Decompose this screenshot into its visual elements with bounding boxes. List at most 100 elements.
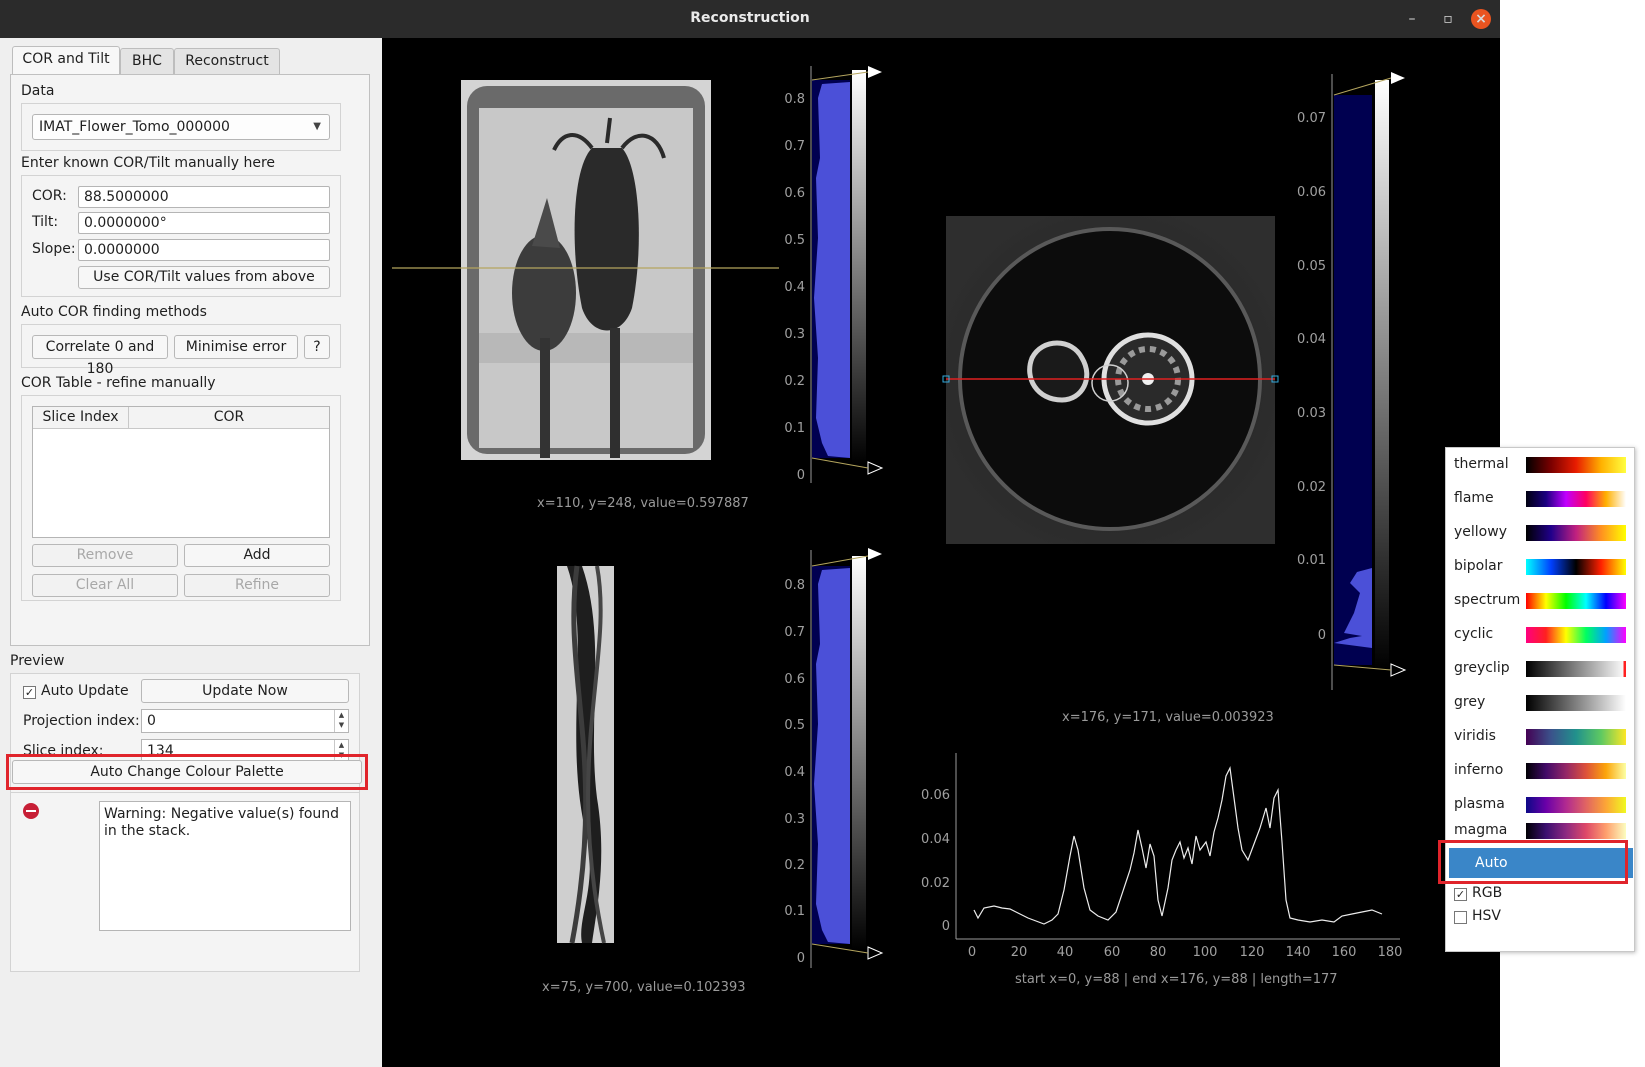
reconstruction-histogram[interactable] xyxy=(1331,72,1407,690)
proj-tick-0.1: 0.1 xyxy=(784,421,805,436)
refine-button[interactable]: Refine xyxy=(184,574,330,597)
profile-xtick-0: 0 xyxy=(967,945,977,960)
sino-tick-0: 0 xyxy=(796,951,805,966)
proj-tick-0.8: 0.8 xyxy=(784,92,805,107)
profile-ytick-0: 0 xyxy=(941,919,950,934)
recon-tick-0.07: 0.07 xyxy=(1297,111,1326,126)
cmap-item-grey[interactable]: grey xyxy=(1446,686,1636,720)
cmap-item-magma[interactable]: magma xyxy=(1446,814,1636,846)
auto-change-colour-palette-button[interactable]: Auto Change Colour Palette xyxy=(12,760,362,784)
auto-update-checkbox[interactable]: ✓ xyxy=(23,686,36,699)
sino-tick-0.4: 0.4 xyxy=(784,765,805,780)
help-button[interactable]: ? xyxy=(304,335,330,359)
recon-tick-0.02: 0.02 xyxy=(1297,480,1326,495)
cmap-gradient xyxy=(1526,729,1626,745)
data-frame: IMAT_Flower_Tomo_000000 ▼ xyxy=(21,103,341,151)
projection-index-spinbox[interactable]: 0 ▲ ▼ xyxy=(141,709,349,733)
cor-input[interactable]: 88.5000000 xyxy=(78,186,330,208)
image-viewer-area: 0.8 0.7 0.6 0.5 0.4 0.3 0.2 0.1 0 x=110,… xyxy=(382,38,1500,1067)
add-button[interactable]: Add xyxy=(184,544,330,567)
profile-end-handle[interactable] xyxy=(1271,375,1279,383)
line-profile-readout: start x=0, y=88 | end x=176, y=88 | leng… xyxy=(1015,972,1338,987)
col-slice-index[interactable]: Slice Index xyxy=(33,407,129,429)
cmap-gradient xyxy=(1526,593,1626,609)
cmap-item-cyclic[interactable]: cyclic xyxy=(1446,618,1636,652)
data-group-label: Data xyxy=(21,83,55,99)
hsv-checkbox[interactable] xyxy=(1454,911,1467,924)
cmap-item-greyclip[interactable]: greyclip xyxy=(1446,652,1636,686)
profile-ytick-0.02: 0.02 xyxy=(921,876,950,891)
projection-histogram[interactable] xyxy=(810,66,884,483)
rgb-checkbox[interactable]: ✓ xyxy=(1454,888,1467,901)
cmap-item-inferno[interactable]: inferno xyxy=(1446,754,1636,788)
profile-xtick-60: 60 xyxy=(1103,945,1121,960)
cmap-label: magma xyxy=(1454,822,1508,838)
recon-tick-0: 0 xyxy=(1317,628,1326,643)
maximize-icon[interactable]: ▫ xyxy=(1443,11,1453,27)
window-title: Reconstruction xyxy=(690,10,810,26)
cmap-label: yellowy xyxy=(1454,524,1507,540)
cmap-item-auto[interactable]: Auto xyxy=(1449,848,1633,878)
remove-button[interactable]: Remove xyxy=(32,544,178,567)
col-cor[interactable]: COR xyxy=(129,407,329,429)
slope-input[interactable]: 0.0000000 xyxy=(78,239,330,261)
auto-highlight-box xyxy=(1438,840,1628,884)
cmap-gradient xyxy=(1526,525,1626,541)
cmap-label: grey xyxy=(1454,694,1486,710)
projection-index-label: Projection index: xyxy=(23,713,140,729)
cmap-gradient xyxy=(1526,457,1626,473)
title-bar: Reconstruction – ▫ × xyxy=(0,0,1500,38)
proj-tick-0.6: 0.6 xyxy=(784,186,805,201)
clear-all-button[interactable]: Clear All xyxy=(32,574,178,597)
cmap-gradient xyxy=(1526,695,1626,711)
reconstruction-image[interactable] xyxy=(946,216,1275,544)
sino-tick-0.6: 0.6 xyxy=(784,672,805,687)
sinogram-readout: x=75, y=700, value=0.102393 xyxy=(542,980,746,995)
cmap-item-bipolar[interactable]: bipolar xyxy=(1446,550,1636,584)
tab-reconstruct[interactable]: Reconstruct xyxy=(174,48,280,74)
cor-table[interactable]: Slice Index COR xyxy=(32,406,330,538)
cmap-item-spectrum[interactable]: spectrum xyxy=(1446,584,1636,618)
auto-cor-frame: Correlate 0 and 180 Minimise error ? xyxy=(21,324,341,377)
line-profile-plot[interactable] xyxy=(955,753,1400,940)
recon-tick-0.03: 0.03 xyxy=(1297,406,1326,421)
projection-image[interactable] xyxy=(461,80,711,460)
profile-xtick-160: 160 xyxy=(1331,945,1357,960)
cmap-item-viridis[interactable]: viridis xyxy=(1446,720,1636,754)
cmap-item-thermal[interactable]: thermal xyxy=(1446,448,1636,482)
use-cor-tilt-button[interactable]: Use COR/Tilt values from above xyxy=(78,266,330,289)
proj-tick-0: 0 xyxy=(796,468,805,483)
cmap-gradient xyxy=(1526,627,1626,643)
cmap-item-plasma[interactable]: plasma xyxy=(1446,788,1636,822)
preview-label: Preview xyxy=(10,653,65,669)
close-icon[interactable]: × xyxy=(1471,9,1491,29)
cmap-item-flame[interactable]: flame xyxy=(1446,482,1636,516)
profile-xtick-20: 20 xyxy=(1010,945,1028,960)
warning-textarea[interactable]: Warning: Negative value(s) found in the … xyxy=(99,801,351,931)
spin-arrows-icon[interactable]: ▲ ▼ xyxy=(334,710,348,732)
tab-cor-and-tilt[interactable]: COR and Tilt xyxy=(12,46,120,74)
sinogram-image[interactable] xyxy=(557,565,614,944)
correlate-button[interactable]: Correlate 0 and 180 xyxy=(32,335,168,377)
minimize-icon[interactable]: – xyxy=(1408,11,1416,27)
main-window: Reconstruction – ▫ × COR and Tilt BHC Re… xyxy=(0,0,1500,1067)
cmap-item-yellowy[interactable]: yellowy xyxy=(1446,516,1636,550)
profile-start-handle[interactable] xyxy=(942,375,950,383)
tilt-input[interactable]: 0.0000000° xyxy=(78,212,330,234)
sinogram-histogram[interactable] xyxy=(810,548,884,968)
profile-xtick-140: 140 xyxy=(1285,945,1311,960)
minimise-error-button[interactable]: Minimise error xyxy=(174,335,298,359)
cmap-gradient xyxy=(1526,559,1626,575)
dataset-select[interactable]: IMAT_Flower_Tomo_000000 ▼ xyxy=(32,114,330,140)
tab-bhc[interactable]: BHC xyxy=(120,48,174,74)
highlight-box xyxy=(6,754,368,790)
profile-ytick-0.06: 0.06 xyxy=(921,788,950,803)
update-now-button[interactable]: Update Now xyxy=(141,679,349,703)
cor-tilt-pane: Data IMAT_Flower_Tomo_000000 ▼ Enter kno… xyxy=(10,74,370,646)
cmap-label: plasma xyxy=(1454,796,1505,812)
cmap-label: spectrum xyxy=(1454,592,1521,608)
recon-tick-0.01: 0.01 xyxy=(1297,553,1326,568)
cmap-label: cyclic xyxy=(1454,626,1494,642)
cmap-gradient xyxy=(1526,661,1626,677)
cmap-gradient xyxy=(1526,797,1626,813)
